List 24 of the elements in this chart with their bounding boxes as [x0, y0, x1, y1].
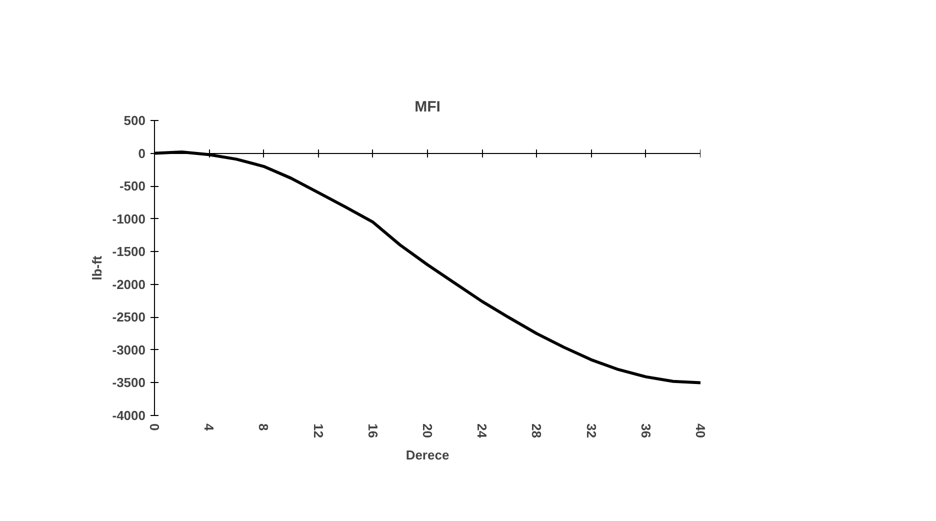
y-tick-label: -3500: [112, 375, 146, 390]
y-axis-title: lb-ft: [89, 255, 104, 280]
x-tick-label: 24: [474, 424, 490, 439]
y-tick-label: 0: [138, 146, 146, 161]
x-tick-label: 12: [310, 424, 326, 438]
x-tick-label: 32: [584, 424, 599, 438]
y-tick-label: -2500: [112, 310, 146, 325]
y-tick-label: -1000: [112, 211, 146, 226]
x-tick-label: 20: [420, 424, 435, 438]
x-axis-title: Derece: [406, 448, 450, 462]
x-tick-label: 28: [529, 424, 544, 438]
x-tick-label: 0: [147, 424, 162, 431]
x-tick-label: 8: [256, 424, 272, 431]
y-tick-label: -500: [119, 178, 146, 194]
chart-title: MFI: [414, 98, 440, 116]
y-tick-label: -2000: [112, 276, 146, 292]
x-tick-label: 36: [638, 424, 654, 438]
x-tick-label: 16: [365, 424, 380, 438]
y-tick-label: -1500: [112, 244, 146, 260]
y-tick-label: -4000: [112, 408, 146, 423]
y-tick-label: -3000: [112, 342, 146, 358]
x-tick-label: 40: [693, 424, 708, 438]
y-tick-label: 500: [124, 113, 146, 128]
x-tick-label: 4: [202, 424, 217, 432]
